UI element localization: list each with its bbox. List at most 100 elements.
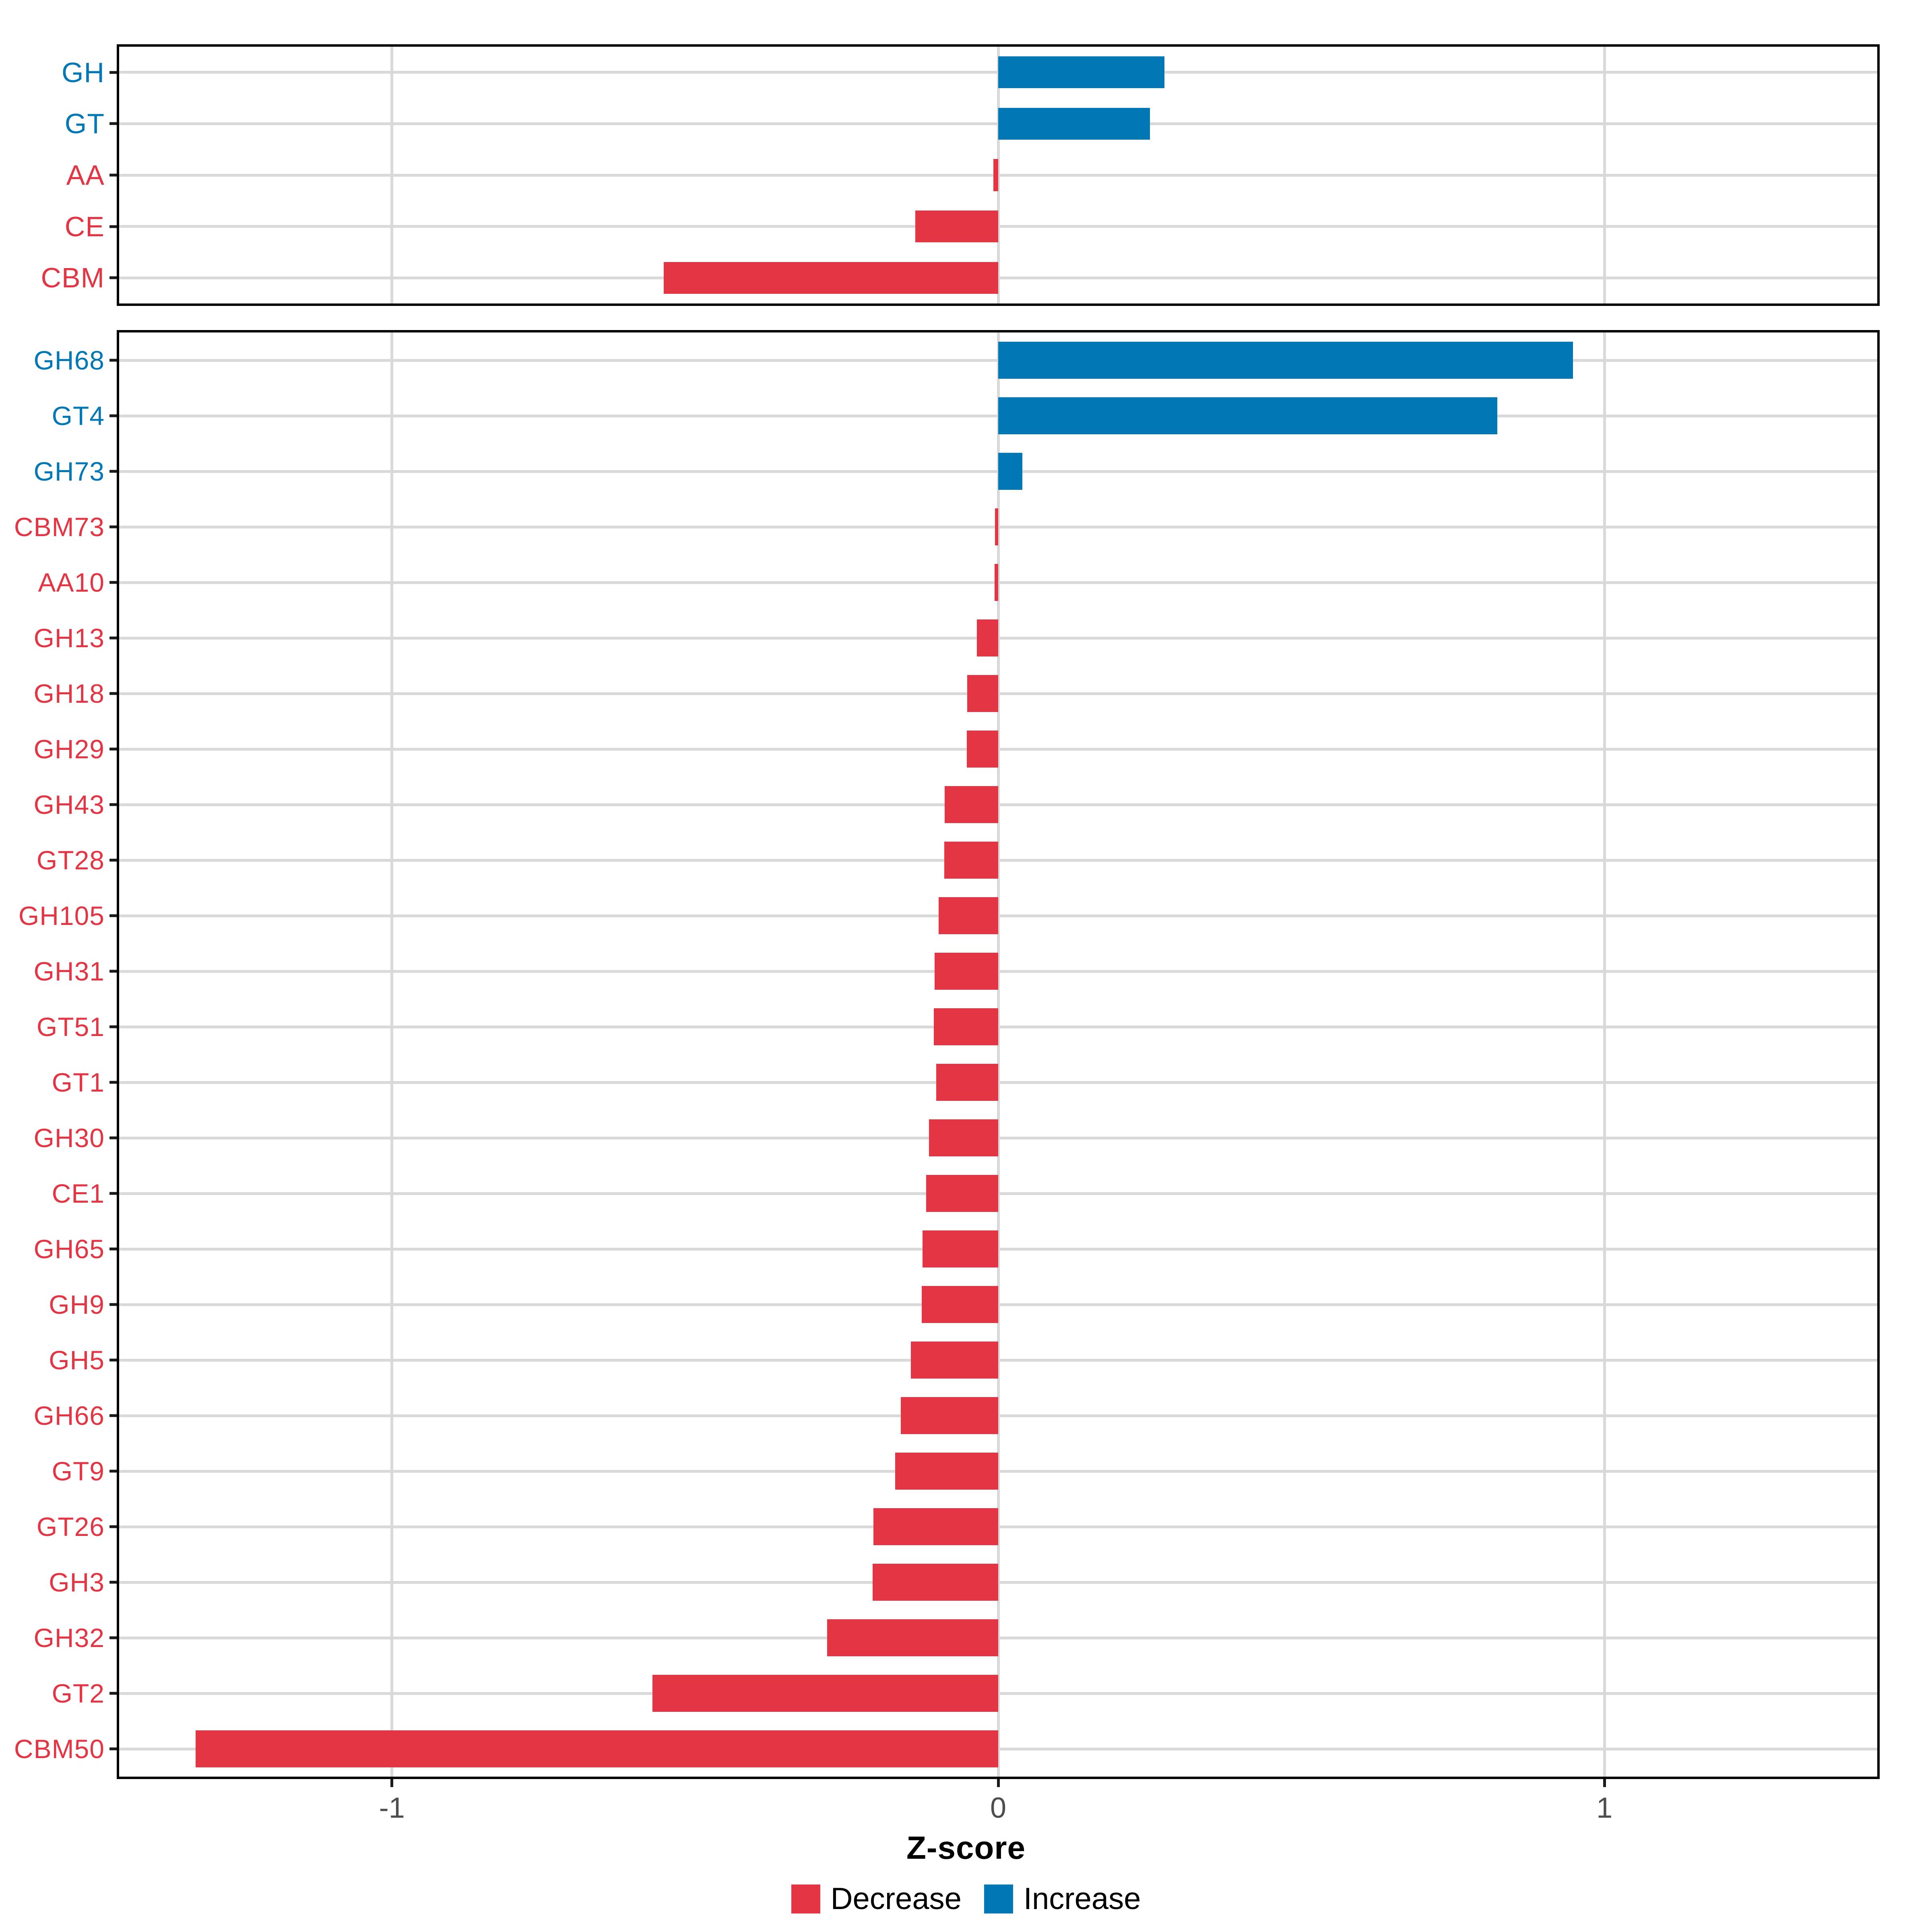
y-tick-label-gt2: GT2	[52, 1678, 105, 1708]
y-tick-mark	[109, 525, 117, 528]
bar-gt9[interactable]	[895, 1453, 998, 1490]
x-gridline	[390, 332, 394, 1777]
y-gridline	[119, 692, 1877, 695]
y-tick-label-ce1: CE1	[52, 1179, 105, 1208]
bar-gh5[interactable]	[911, 1342, 998, 1379]
bar-gh30[interactable]	[929, 1119, 998, 1156]
y-gridline	[119, 1581, 1877, 1584]
y-gridline	[119, 636, 1877, 640]
legend-item-increase[interactable]: Increase	[984, 1884, 1141, 1914]
y-tick-label-gh65: GH65	[33, 1234, 105, 1264]
bar-gh65[interactable]	[922, 1230, 998, 1267]
y-gridline	[119, 1081, 1877, 1084]
x-axis-title: Z-score	[906, 1830, 1026, 1866]
y-tick-mark	[109, 1192, 117, 1195]
y-gridline	[119, 1636, 1877, 1639]
bar-gt[interactable]	[998, 107, 1150, 140]
bar-gh18[interactable]	[967, 675, 998, 712]
bar-gh105[interactable]	[939, 897, 998, 934]
y-tick-label-aa: AA	[66, 159, 105, 191]
bar-gh68[interactable]	[998, 342, 1573, 379]
bar-gh73[interactable]	[998, 453, 1023, 490]
y-gridline	[119, 1747, 1877, 1750]
y-gridline	[119, 1470, 1877, 1473]
y-gridline	[119, 747, 1877, 751]
bar-gh3[interactable]	[873, 1564, 998, 1601]
y-tick-mark	[109, 1636, 117, 1639]
y-gridline	[119, 1525, 1877, 1528]
y-tick-label-gh105: GH105	[18, 901, 105, 931]
y-tick-mark	[109, 692, 117, 695]
y-gridline	[119, 173, 1877, 177]
bar-gh[interactable]	[998, 56, 1164, 89]
y-gridline	[119, 1136, 1877, 1139]
y-gridline	[119, 1414, 1877, 1417]
y-tick-mark	[109, 1470, 117, 1473]
y-gridline	[119, 525, 1877, 528]
y-tick-label-gh66: GH66	[33, 1401, 105, 1430]
bar-cbm[interactable]	[663, 262, 998, 294]
y-tick-label-gh5: GH5	[49, 1345, 105, 1375]
y-tick-mark	[109, 636, 117, 640]
bar-gh13[interactable]	[977, 619, 998, 656]
bar-cbm73[interactable]	[995, 508, 998, 545]
bar-gh66[interactable]	[900, 1397, 998, 1434]
y-gridline	[119, 970, 1877, 973]
y-tick-mark	[109, 747, 117, 751]
y-tick-mark	[109, 122, 117, 125]
bar-aa10[interactable]	[994, 564, 998, 601]
bar-gt1[interactable]	[936, 1064, 998, 1101]
bar-gh32[interactable]	[827, 1619, 998, 1656]
legend-label-decrease: Decrease	[830, 1882, 962, 1916]
y-tick-mark	[109, 803, 117, 806]
y-tick-mark	[109, 1303, 117, 1306]
y-tick-label-gh13: GH13	[33, 623, 105, 653]
bar-gh9[interactable]	[922, 1286, 998, 1323]
bar-gt4[interactable]	[998, 397, 1497, 434]
legend-label-increase: Increase	[1023, 1882, 1141, 1916]
y-tick-mark	[109, 1247, 117, 1251]
bar-ce[interactable]	[915, 211, 998, 243]
legend-swatch-decrease	[791, 1885, 820, 1913]
y-tick-label-gh29: GH29	[33, 734, 105, 764]
x-gridline	[997, 332, 1000, 1777]
y-gridline	[119, 1025, 1877, 1028]
y-tick-mark	[109, 225, 117, 228]
y-tick-label-cbm: CBM	[41, 262, 105, 294]
y-tick-mark	[109, 71, 117, 74]
y-tick-label-cbm50: CBM50	[14, 1734, 105, 1764]
y-gridline	[119, 1303, 1877, 1306]
y-tick-mark	[109, 1414, 117, 1417]
y-tick-mark	[109, 1136, 117, 1139]
bar-gt26[interactable]	[873, 1508, 998, 1545]
y-gridline	[119, 1692, 1877, 1695]
y-tick-mark	[109, 859, 117, 862]
bar-ce1[interactable]	[926, 1175, 998, 1212]
chart-legend: Decrease Increase	[0, 1884, 1932, 1914]
y-tick-label-gh68: GH68	[33, 345, 105, 375]
legend-item-decrease[interactable]: Decrease	[791, 1884, 962, 1914]
y-gridline	[119, 803, 1877, 806]
y-tick-label-gh30: GH30	[33, 1123, 105, 1153]
x-tick-label-1: 1	[1596, 1792, 1613, 1824]
bar-gt2[interactable]	[652, 1675, 998, 1712]
y-tick-label-aa10: AA10	[38, 568, 105, 597]
y-tick-mark	[109, 276, 117, 279]
y-tick-label-gt9: GT9	[52, 1456, 105, 1486]
bar-aa[interactable]	[993, 159, 998, 191]
x-tick-label-0: 0	[990, 1792, 1007, 1824]
bar-gh43[interactable]	[945, 786, 998, 823]
bar-cbm50[interactable]	[195, 1730, 998, 1767]
y-tick-mark	[109, 1747, 117, 1750]
bar-gt51[interactable]	[934, 1008, 998, 1045]
y-tick-mark	[109, 970, 117, 973]
bar-gt28[interactable]	[944, 842, 998, 879]
x-tick-mark	[1603, 1779, 1606, 1787]
bar-gh29[interactable]	[966, 731, 998, 768]
x-tick-mark	[997, 1779, 1000, 1787]
cazyme-family-plot-area	[117, 330, 1880, 1779]
bar-gh31[interactable]	[934, 953, 998, 990]
y-tick-mark	[109, 581, 117, 584]
cazyme-class-plot-area	[117, 44, 1880, 306]
